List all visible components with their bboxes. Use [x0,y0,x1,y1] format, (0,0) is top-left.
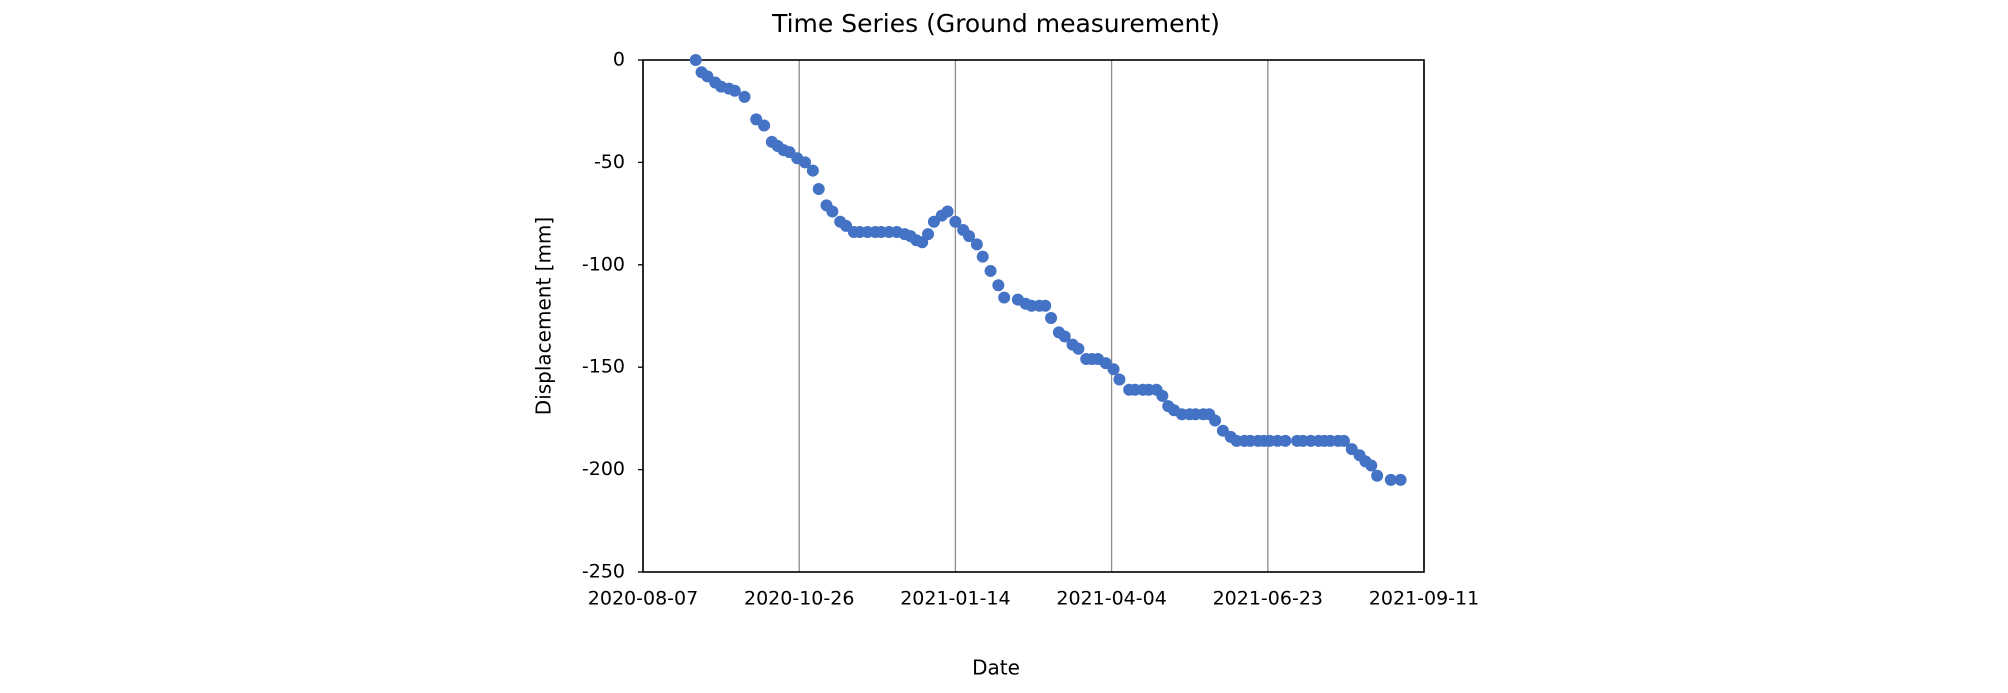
point [922,228,935,241]
y-tick-label: -150 [582,356,625,378]
point [1371,469,1384,482]
point [1039,299,1052,312]
y-axis-label: Displacement [mm] [532,217,556,415]
plot-area: 2020-08-07 2020-10-26 2021-01-14 2021-04-04… [582,49,1479,610]
x-tick-label: 2021-06-23 [1213,588,1323,610]
point [1279,434,1292,447]
y-tick-label: -200 [582,458,625,480]
point [949,215,962,228]
plot-border [642,59,1425,573]
y-tick-label: -100 [582,253,625,275]
point [826,205,839,218]
y-tick-label: -50 [594,151,625,173]
point [812,183,825,196]
point [728,84,741,97]
point [941,205,954,218]
point [1337,434,1350,447]
x-tick-label: 2020-08-07 [588,588,698,610]
point [1384,473,1397,486]
x-tick-label: 2020-10-26 [744,588,854,610]
point [1045,312,1058,325]
point [799,156,812,169]
point [998,291,1011,304]
point [806,164,819,177]
x-tick-label: 2021-09-11 [1369,588,1479,610]
point [1156,389,1169,402]
chart-title: Time Series (Ground measurement) [771,9,1220,38]
point [1113,373,1126,386]
point [689,54,702,66]
y-tick-label: 0 [613,49,625,71]
point [738,90,751,103]
point [1365,459,1378,472]
point [970,238,983,251]
x-axis-label: Date [972,656,1020,680]
point [1107,363,1120,376]
point [1072,342,1085,355]
point [984,264,997,277]
y-tick-label: -250 [582,561,625,583]
point [992,279,1005,292]
point [976,250,989,263]
x-tick-label: 2021-01-14 [900,588,1010,610]
point [1394,473,1407,486]
point [1058,330,1071,343]
point [1209,414,1222,427]
point [758,119,771,132]
x-tick-label: 2021-04-04 [1056,588,1166,610]
point [963,230,976,243]
